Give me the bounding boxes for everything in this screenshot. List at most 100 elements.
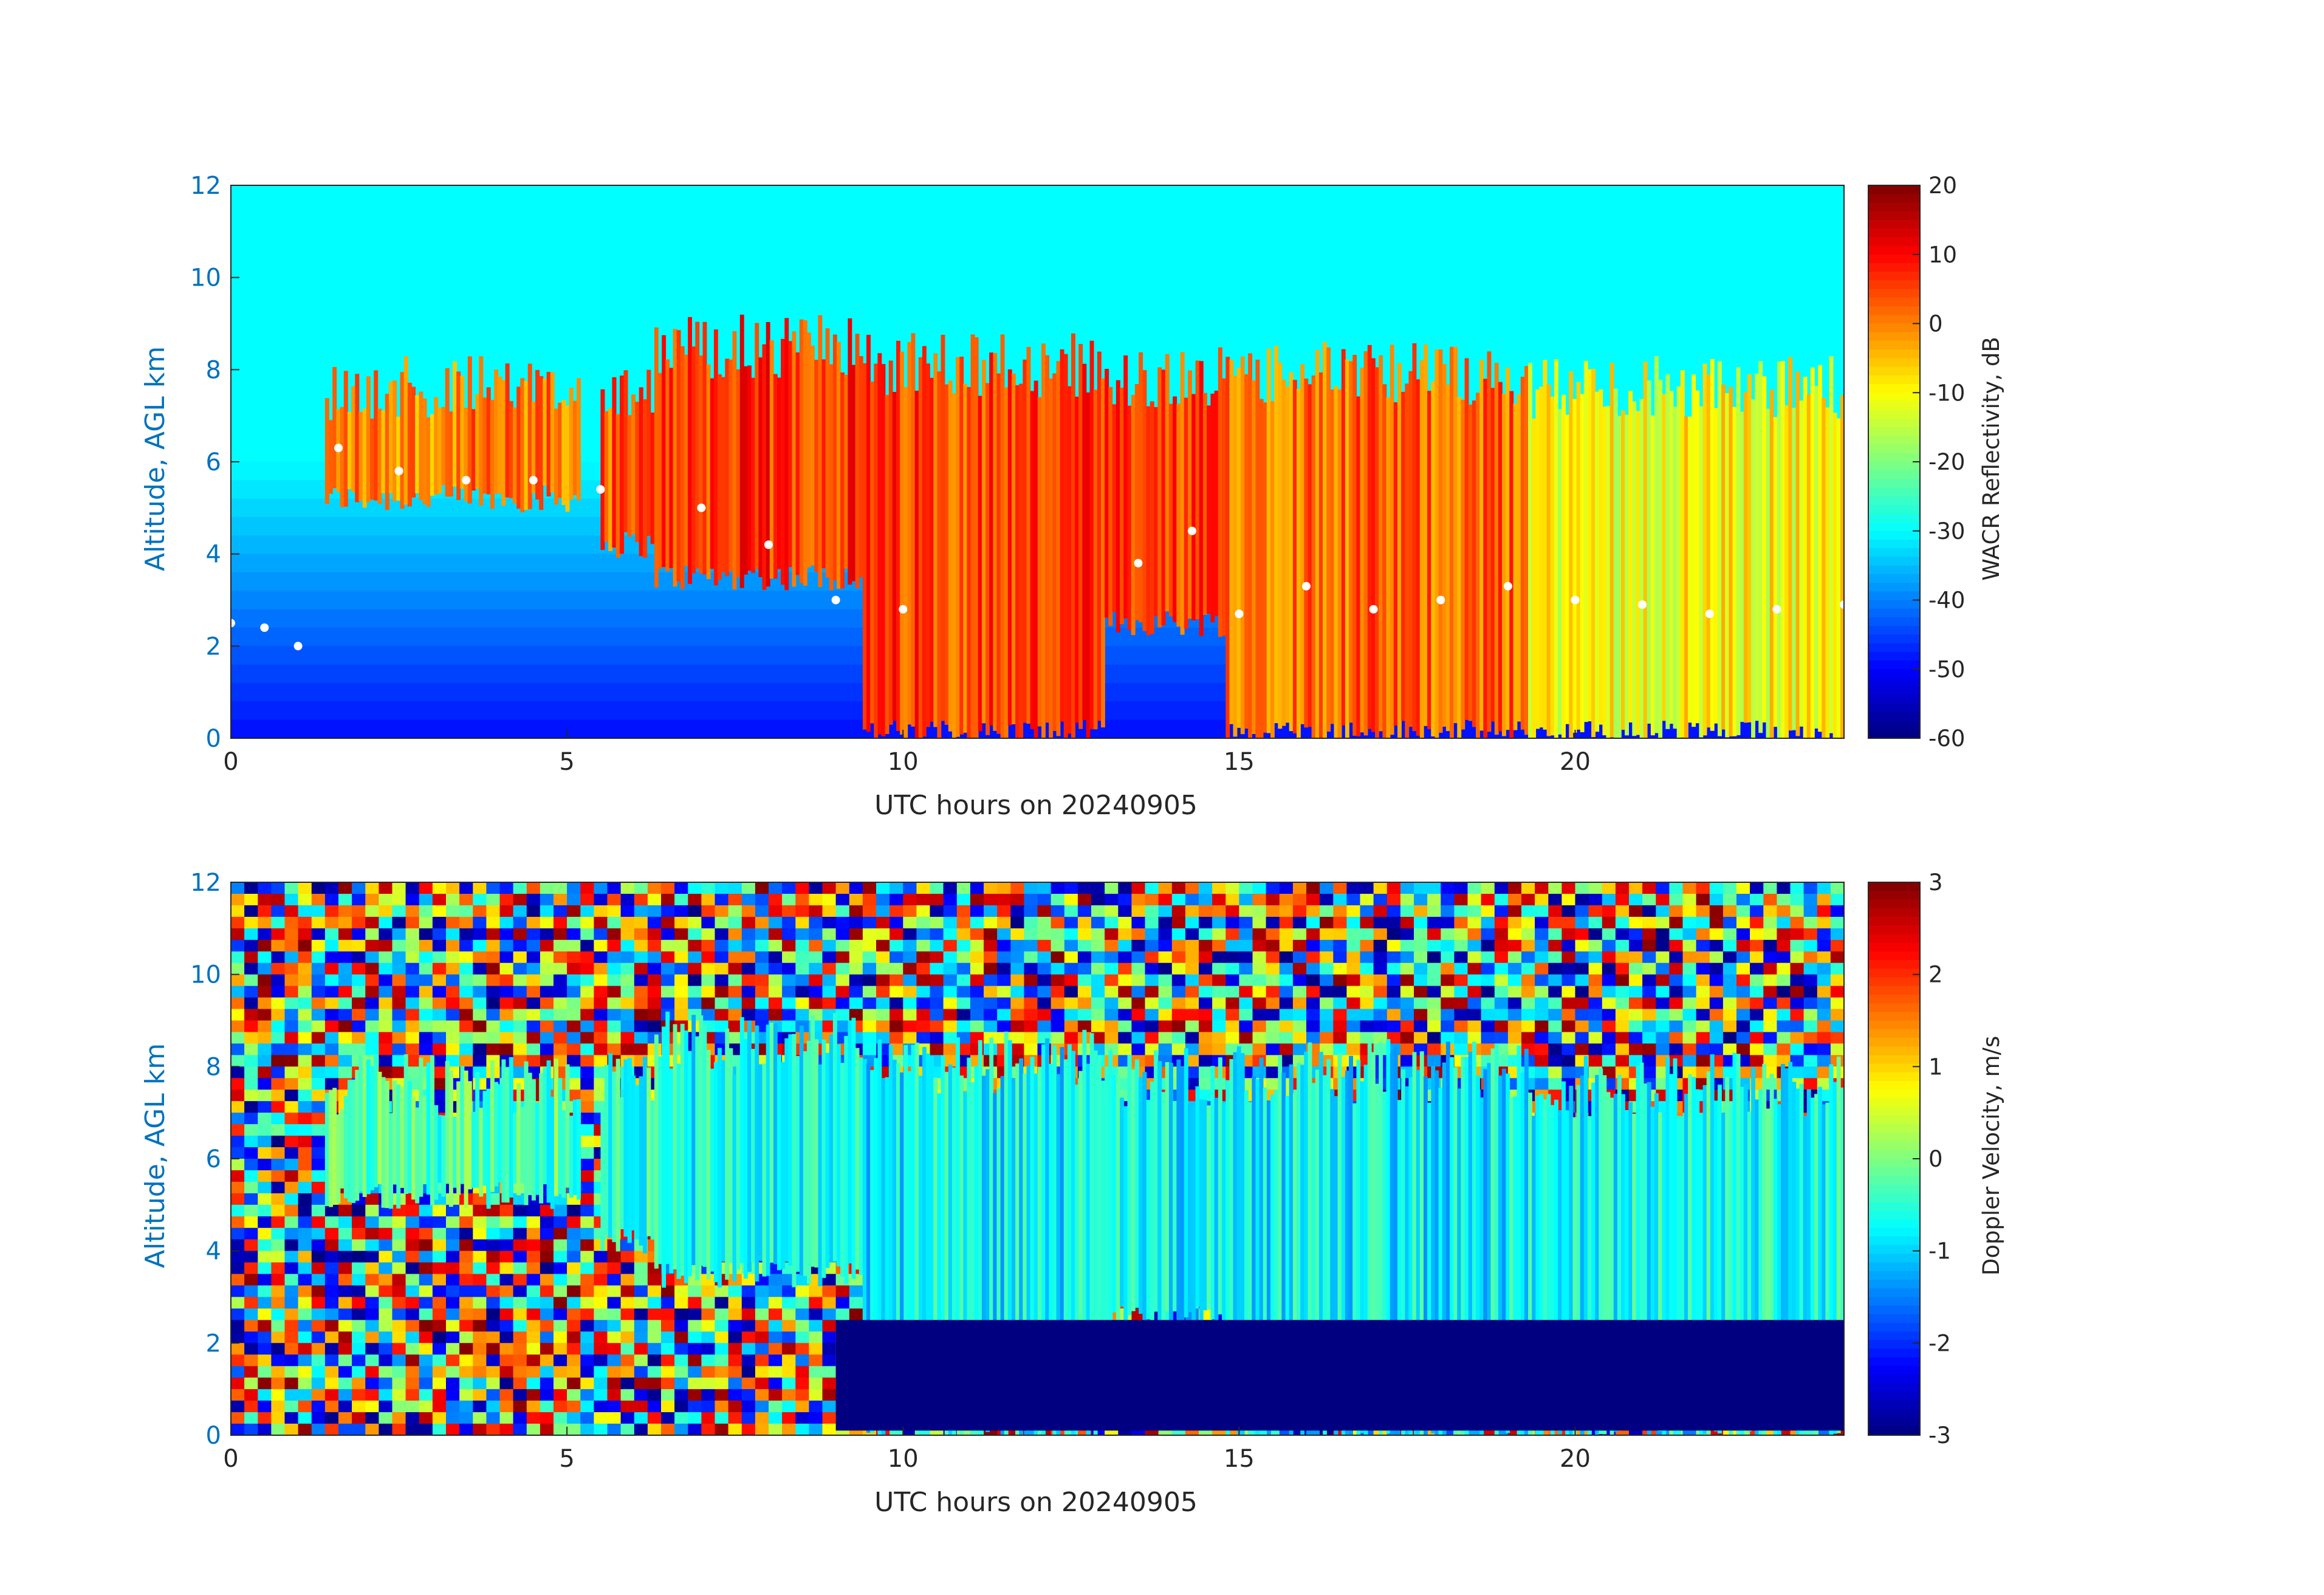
velocity-noise-cell (769, 951, 783, 964)
velocity-noise-cell (984, 1020, 998, 1033)
velocity-noise-cell (1010, 1043, 1024, 1055)
velocity-noise-cell (567, 1043, 581, 1055)
velocity-noise-cell (916, 951, 931, 964)
velocity-noise-cell (446, 1239, 460, 1252)
reflectivity-cloud-column (814, 360, 819, 572)
velocity-noise-cell (419, 1204, 433, 1217)
velocity-noise-cell (446, 928, 460, 941)
velocity-noise-cell (1185, 1020, 1199, 1033)
velocity-noise-cell (795, 951, 809, 964)
reflectivity-cloud-column (1840, 395, 1844, 738)
reflectivity-background-band (231, 296, 1844, 315)
velocity-noise-cell (473, 986, 487, 998)
reflectivity-cloud-column (448, 411, 453, 497)
velocity-noise-cell (1199, 939, 1213, 952)
velocity-noise-cell (1091, 1020, 1105, 1033)
reflectivity-colorbar-swatch (1868, 315, 1920, 324)
reflectivity-cloud-column (1082, 363, 1087, 721)
velocity-noise-cell (432, 1424, 447, 1435)
velocity-noise-cell (688, 1424, 702, 1435)
reflectivity-background-band (231, 185, 1844, 205)
velocity-noise-cell (916, 962, 931, 975)
cloud-base-point (462, 476, 471, 485)
velocity-noise-cell (540, 1412, 554, 1424)
velocity-noise-cell (271, 1009, 286, 1021)
velocity-noise-cell (567, 916, 581, 929)
velocity-noise-cell (849, 928, 863, 941)
velocity-noise-cell (889, 1032, 903, 1044)
velocity-noise-cell (970, 916, 984, 929)
velocity-noise-cell (1279, 1055, 1294, 1067)
velocity-noise-cell (849, 916, 863, 929)
velocity-noise-cell (231, 939, 245, 952)
velocity-noise-cell (809, 951, 823, 964)
velocity-noise-cell (1037, 882, 1052, 894)
velocity-noise-cell (1212, 905, 1226, 918)
reflectivity-colorbar-swatch (1868, 626, 1920, 635)
velocity-noise-cell (647, 1401, 662, 1413)
velocity-noise-cell (782, 1320, 796, 1332)
reflectivity-cloud-column (1157, 367, 1162, 628)
velocity-noise-cell (311, 1320, 326, 1332)
velocity-noise-cell (1279, 916, 1294, 929)
velocity-noise-cell (352, 1250, 366, 1263)
velocity-noise-cell (365, 882, 379, 894)
reflectivity-cloud-column (332, 366, 337, 489)
velocity-noise-cell (1118, 1032, 1132, 1044)
velocity-noise-cell (419, 1043, 433, 1055)
velocity-noise-cell (661, 928, 675, 941)
velocity-noise-cell (607, 1043, 622, 1055)
velocity-noise-cell (822, 1366, 837, 1378)
velocity-noise-cell (647, 1009, 662, 1021)
velocity-noise-cell (647, 894, 662, 906)
velocity-noise-cell (822, 997, 837, 1010)
velocity-noise-cell (1199, 997, 1213, 1010)
reflectivity-cloud-column (1060, 349, 1064, 722)
velocity-noise-cell (1010, 1032, 1024, 1044)
velocity-noise-cell (1077, 894, 1092, 906)
velocity-noise-cell (634, 974, 648, 987)
velocity-noise-cell (526, 1032, 541, 1044)
velocity-noise-cell (795, 1308, 809, 1321)
velocity-noise-cell (728, 939, 742, 952)
reflectivity-cloud-column (1699, 406, 1704, 738)
velocity-noise-cell (271, 1020, 286, 1033)
velocity-noise-cell (432, 1262, 447, 1275)
velocity-noise-cell (984, 905, 998, 918)
velocity-noise-cell (540, 1239, 554, 1252)
velocity-noise-cell (822, 1389, 837, 1401)
velocity-noise-cell (567, 939, 581, 952)
velocity-noise-cell (607, 916, 622, 929)
velocity-noise-cell (311, 997, 326, 1010)
velocity-noise-cell (580, 1032, 594, 1044)
reflectivity-cloud-column (1086, 392, 1091, 738)
velocity-noise-cell (795, 1343, 809, 1355)
velocity-noise-cell (769, 1377, 783, 1390)
velocity-noise-cell (258, 1089, 272, 1102)
reflectivity-cloud-column (732, 331, 737, 590)
velocity-noise-cell (526, 1009, 541, 1021)
velocity-noise-cell (943, 1009, 958, 1021)
velocity-noise-cell (1279, 1043, 1294, 1055)
reflectivity-cloud-column (1330, 389, 1335, 724)
velocity-noise-cell (338, 939, 352, 952)
velocity-noise-cell (1064, 1032, 1078, 1044)
reflectivity-cloud-column (736, 369, 741, 577)
reflectivity-cloud-column (604, 411, 609, 542)
velocity-noise-cell (392, 1320, 406, 1332)
velocity-noise-cell (634, 1354, 648, 1367)
velocity-noise-cell (1051, 928, 1065, 941)
velocity-noise-cell (405, 1262, 420, 1275)
velocity-noise-cell (258, 916, 272, 929)
velocity-noise-cell (540, 1227, 554, 1240)
velocity-noise-cell (271, 1401, 286, 1413)
velocity-noise-cell (607, 882, 622, 894)
velocity-noise-cell (634, 1262, 648, 1275)
velocity-noise-cell (607, 1020, 622, 1033)
velocity-noise-cell (432, 1216, 447, 1229)
reflectivity-colorbar-swatch (1868, 522, 1920, 532)
velocity-noise-cell (540, 1343, 554, 1355)
velocity-noise-cell (903, 997, 917, 1010)
velocity-noise-cell (271, 1170, 286, 1182)
velocity-noise-cell (1158, 997, 1173, 1010)
